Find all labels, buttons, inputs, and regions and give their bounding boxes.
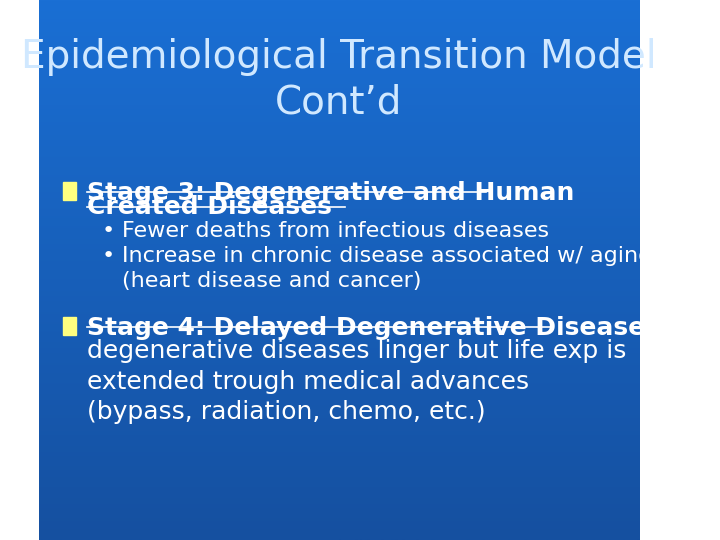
Bar [63, 182, 76, 200]
Text: Created Diseases: Created Diseases [87, 195, 332, 219]
Text: Stage 4: Delayed Degenerative Diseases –: Stage 4: Delayed Degenerative Diseases – [87, 316, 681, 340]
Bar [63, 317, 76, 335]
Text: •: • [102, 221, 115, 241]
Text: degenerative diseases linger but life exp is
extended trough medical advances
(b: degenerative diseases linger but life ex… [87, 339, 626, 424]
Text: •: • [102, 246, 115, 266]
Text: Fewer deaths from infectious diseases: Fewer deaths from infectious diseases [122, 221, 549, 241]
Text: Stage 3: Degenerative and Human: Stage 3: Degenerative and Human [87, 181, 575, 205]
Text: Increase in chronic disease associated w/ aging
(heart disease and cancer): Increase in chronic disease associated w… [122, 246, 652, 291]
Text: Epidemiological Transition Model
Cont’d: Epidemiological Transition Model Cont’d [21, 38, 657, 122]
